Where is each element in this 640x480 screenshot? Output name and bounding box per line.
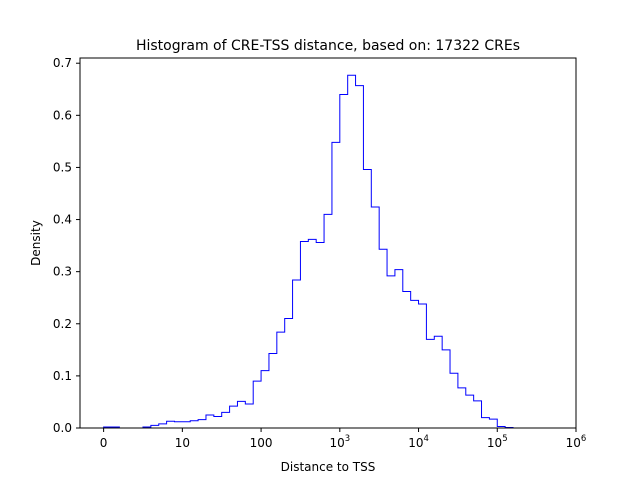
histogram-bin	[434, 336, 442, 428]
histogram-bin	[237, 401, 245, 428]
histogram-bin	[214, 417, 222, 428]
y-axis-label: Density	[29, 220, 43, 266]
histogram-bin	[269, 353, 277, 428]
histogram-bin	[387, 276, 395, 428]
x-axis-label: Distance to TSS	[281, 460, 376, 474]
x-axis-ticks: 0 10 100 103 104 105 106	[100, 428, 587, 450]
x-tick-exponent: 5	[502, 434, 507, 444]
histogram-bin	[277, 332, 285, 428]
y-tick-label: 0.2	[53, 317, 72, 331]
x-tick-exponent: 6	[581, 434, 586, 444]
histogram-bin	[222, 412, 230, 428]
histogram-outline	[103, 74, 553, 429]
histogram-bin	[489, 419, 497, 428]
histogram-bin	[474, 401, 482, 428]
x-tick-label: 10	[175, 436, 190, 450]
y-tick-label: 0.7	[53, 56, 72, 70]
histogram-bin	[482, 418, 490, 428]
histogram-bin	[324, 214, 332, 428]
x-tick-label: 100	[250, 436, 273, 450]
x-tick-exponent: 4	[423, 434, 428, 444]
y-tick-label: 0.3	[53, 265, 72, 279]
plot-frame	[79, 57, 577, 429]
histogram-bin	[285, 319, 293, 428]
y-tick-label: 0.4	[53, 213, 72, 227]
histogram-bin	[458, 388, 466, 428]
histogram-bin	[403, 291, 411, 428]
histogram-bin	[411, 300, 419, 428]
x-tick-label: 103	[329, 434, 350, 450]
histogram-bin	[182, 422, 190, 428]
histogram-bin	[332, 142, 340, 428]
x-tick-exponent: 3	[345, 434, 350, 444]
histogram-bin	[206, 415, 214, 428]
histogram-bin	[300, 241, 308, 428]
histogram-bin	[190, 421, 198, 428]
histogram-bin	[198, 420, 206, 428]
x-tick-label: 106	[566, 434, 587, 450]
y-tick-label: 0.0	[53, 421, 72, 435]
histogram-bin	[293, 280, 301, 428]
histogram-bin	[316, 242, 324, 428]
y-tick-label: 0.6	[53, 108, 72, 122]
histogram-bin	[348, 75, 356, 428]
histogram-bin	[167, 421, 175, 428]
histogram-bin	[174, 422, 182, 428]
histogram-bin	[371, 207, 379, 428]
histogram-bin	[308, 239, 316, 428]
histogram-bin	[340, 94, 348, 428]
chart-title: Histogram of CRE-TSS distance, based on:…	[136, 38, 520, 54]
histogram-bin	[379, 249, 387, 428]
histogram-bin	[450, 373, 458, 428]
x-tick-label: 104	[408, 434, 429, 450]
histogram-bin	[466, 395, 474, 428]
histogram-bin	[363, 170, 371, 428]
x-tick-label: 0	[100, 436, 108, 450]
histogram-bin	[261, 371, 269, 428]
histogram-bin	[159, 424, 167, 428]
y-tick-label: 0.1	[53, 369, 72, 383]
histogram-bin	[245, 404, 253, 428]
histogram-bin	[442, 350, 450, 428]
histogram-bin	[395, 270, 403, 428]
histogram-bin	[356, 86, 364, 428]
y-axis-ticks: 0.0 0.1 0.2 0.3 0.4 0.5 0.6 0.7	[53, 56, 80, 435]
histogram-bin	[426, 339, 434, 428]
histogram-bin	[419, 304, 427, 428]
x-tick-label: 105	[487, 434, 508, 450]
y-tick-label: 0.5	[53, 160, 72, 174]
histogram-bin	[230, 406, 238, 428]
histogram-bin	[253, 381, 261, 428]
